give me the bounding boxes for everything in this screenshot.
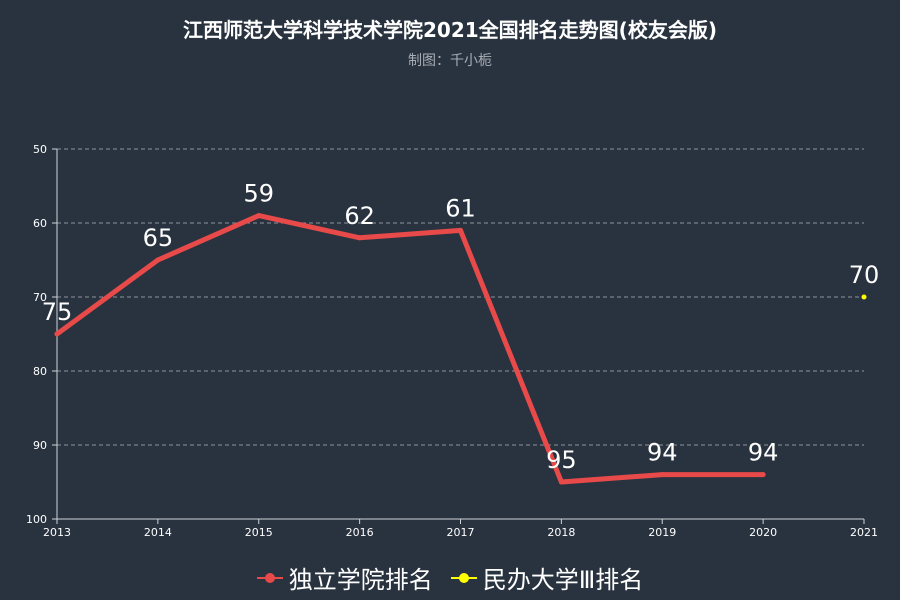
x-tick-label: 2014 [144,526,172,539]
data-point [357,235,363,241]
data-point [256,213,262,219]
x-tick-label: 2017 [447,526,475,539]
grid-lines [57,148,864,446]
data-label: 94 [647,439,678,467]
x-tick-label: 2019 [648,526,676,539]
data-label: 59 [243,180,274,208]
x-tick-label: 2016 [346,526,374,539]
data-point [155,257,161,263]
data-label: 61 [445,194,476,222]
legend-label: 独立学院排名 [288,566,433,594]
x-tick-label: 2021 [850,526,878,539]
legend-swatch-icon [450,571,477,585]
y-tick-label: 100 [26,513,47,526]
data-point [760,472,766,478]
y-tick-label: 90 [33,439,47,452]
y-tick-label: 60 [33,217,47,230]
y-tick-label: 70 [33,291,47,304]
legend-item-1[interactable]: 民办大学Ⅲ排名 [450,560,644,595]
series-line-0 [54,213,766,485]
chart-legend: 独立学院排名 民办大学Ⅲ排名 [0,560,900,595]
data-label: 94 [748,439,779,467]
legend-item-0[interactable]: 独立学院排名 [256,560,433,595]
data-label: 75 [42,298,73,326]
data-label: 70 [849,261,880,289]
data-point [861,294,867,300]
y-tick-label: 50 [33,143,47,156]
x-tick-label: 2018 [547,526,575,539]
y-tick-label: 80 [33,365,47,378]
data-labels: 75 65 59 62 61 95 94 94 70 [42,180,880,474]
series [54,213,867,485]
data-label: 65 [143,224,174,252]
chart-subtitle: 制图：千小栀 [408,53,492,69]
x-tick-label: 2013 [43,526,71,539]
legend-swatch-icon [256,571,283,585]
data-point [54,331,60,337]
data-point [458,227,463,233]
data-point [558,479,564,485]
legend-label: 民办大学Ⅲ排名 [482,566,644,594]
data-label: 95 [546,446,577,474]
data-point [659,472,665,478]
x-tick-label: 2020 [749,526,777,539]
x-tick-label: 2015 [245,526,273,539]
chart-title: 江西师范大学科学技术学院2021全国排名走势图(校友会版) [183,18,717,42]
data-label: 62 [344,202,375,230]
